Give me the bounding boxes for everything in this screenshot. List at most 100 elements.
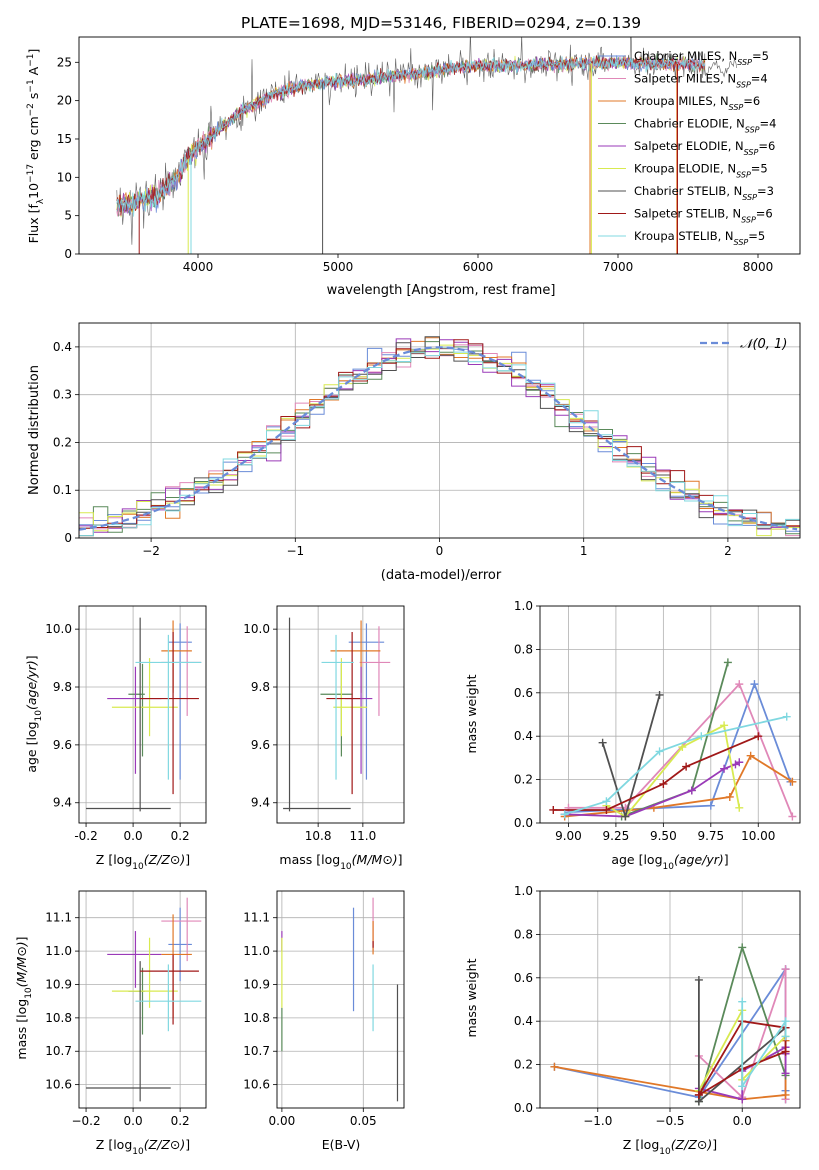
y-tick-label: 11.1	[243, 911, 270, 925]
x-tick-label: 4000	[183, 260, 214, 274]
x-tick-label: −0.5	[655, 1114, 684, 1128]
sfh-marker	[781, 1017, 790, 1026]
sfh-marker	[735, 680, 744, 689]
x-tick-label: 8000	[743, 260, 774, 274]
x-tick-label: 0.0	[124, 829, 143, 843]
y-axis-label: mass weight	[464, 674, 479, 753]
residual-histogram-kroupa_stelib	[79, 347, 800, 537]
y-tick-label: 0.4	[514, 1014, 533, 1028]
x-axis-label: wavelength [Angstrom, rest frame]	[327, 283, 556, 298]
sfh-marker	[549, 805, 558, 814]
x-tick-label: 11.0	[349, 829, 376, 843]
chart-mass_vs_ebv: 0.00 0.05 10.6 10.7 10.8 10.9 11.0 11.1 E(B-V)	[243, 890, 405, 1152]
chart-mass_vs_Z: −0.2 0.0 0.2 10.6 10.7 10.8 10.9 11.0 11.1 Z [log…	[14, 890, 207, 1157]
y-tick-label: 10.6	[45, 1078, 72, 1092]
x-tick-label: 1	[580, 544, 588, 558]
legend-entry-kroupa_stelib: Kroupa STELIB, NSSP=5	[634, 229, 765, 247]
sfh-marker	[781, 1069, 790, 1078]
sfh-marker	[746, 751, 755, 760]
y-tick-label: 10.0	[45, 622, 72, 636]
x-tick-label: −1.0	[583, 1114, 612, 1128]
sfh-marker	[738, 997, 747, 1006]
y-tick-label: 9.6	[251, 738, 270, 752]
y-tick-label: 1.0	[514, 599, 533, 613]
y-axis-label: mass [log10(M/M⊙)]	[14, 936, 34, 1059]
sfh-marker	[560, 810, 569, 819]
sfh-marker	[621, 812, 630, 821]
y-tick-label: 9.4	[251, 796, 270, 810]
sfh-marker	[697, 732, 706, 741]
y-tick-label: 0	[64, 531, 72, 545]
axes-frame	[78, 605, 207, 824]
x-axis-label: (data-model)/error	[381, 568, 502, 583]
sfh-marker	[598, 738, 607, 747]
y-tick-label: 0	[64, 247, 72, 261]
sfh-marker	[788, 777, 797, 786]
plot-area-mass_vs_ebv	[277, 891, 404, 1108]
y-tick-label: 0.0	[514, 1101, 533, 1115]
sfh-marker	[735, 758, 744, 767]
x-tick-label: 0.05	[350, 1114, 377, 1128]
x-tick-label: 0	[436, 544, 444, 558]
y-axis-label: mass weight	[464, 958, 479, 1037]
y-tick-label: 10.7	[45, 1044, 72, 1058]
x-tick-label: 9.25	[603, 829, 630, 843]
sfh-marker	[735, 803, 744, 812]
sfh-marker	[738, 943, 747, 952]
y-tick-label: 0.0	[514, 816, 533, 830]
legend-entry-salpeter_miles: Salpeter MILES, NSSP=4	[634, 72, 768, 90]
plot-area-residuals	[79, 323, 800, 538]
sfh-marker	[602, 805, 611, 814]
y-tick-label: 20	[57, 94, 72, 108]
x-tick-label: 5000	[323, 260, 354, 274]
y-axis-label: age [log10(age/yr)]	[24, 655, 44, 772]
chart-residuals: −2 −1 0 1 2 0 0.1 0.2 0.3 0.4 𝒩(0, 1) (data-model)/…	[27, 322, 801, 583]
sfh-marker	[706, 801, 715, 810]
sfh-marker	[781, 1047, 790, 1056]
y-tick-label: 10.8	[243, 1011, 270, 1025]
y-tick-label: 0.1	[53, 483, 72, 497]
axes-frame	[78, 36, 801, 255]
sfh-marker	[720, 721, 729, 730]
axes-frame	[539, 890, 801, 1109]
sfh-marker	[655, 690, 664, 699]
y-tick-label: 10.7	[243, 1044, 270, 1058]
y-tick-label: 9.8	[251, 680, 270, 694]
x-axis-label: age [log10(age/yr)]	[611, 852, 728, 872]
axes-frame	[78, 322, 801, 539]
y-tick-label: 0.2	[514, 1058, 533, 1072]
y-tick-label: 10.9	[243, 977, 270, 991]
sfh-marker	[738, 1082, 747, 1091]
y-tick-label: 10.9	[45, 977, 72, 991]
x-tick-label: 10.00	[741, 829, 775, 843]
chart-massweight_vs_age: 9.00 9.25 9.50 9.75 10.00 0.0 0.2 0.4 0.6 0.8 1.0 a…	[464, 599, 801, 872]
y-tick-label: 11.0	[243, 944, 270, 958]
axes-frame	[276, 605, 405, 824]
sfh-marker	[720, 764, 729, 773]
x-tick-label: 6000	[463, 260, 494, 274]
chart-massweight_vs_Z: −1.0 −0.5 0.0 0.0 0.2 0.4 0.6 0.8 1.0 Z [log10(Z/…	[464, 884, 801, 1157]
legend-entry-chabrier_miles: Chabrier MILES, NSSP=5	[634, 49, 769, 67]
chart-age_vs_mass: 10.8 11.0 9.4 9.6 9.8 10.0 mass [log10(M/M⊙)]	[243, 605, 405, 872]
x-tick-label: 2	[724, 544, 732, 558]
axes-frame	[78, 890, 207, 1109]
spectrum-line-kroupa_stelib	[116, 55, 706, 217]
sfh-marker	[682, 762, 691, 771]
legend-entry-chabrier_elodie: Chabrier ELODIE, NSSP=4	[634, 117, 776, 135]
legend-entry-normal: 𝒩(0, 1)	[740, 337, 787, 352]
y-tick-label: 1.0	[514, 884, 533, 898]
page-title: PLATE=1698, MJD=53146, FIBERID=0294, z=0…	[241, 14, 641, 32]
legend-entry-salpeter_stelib: Salpeter STELIB, NSSP=6	[634, 207, 773, 225]
legend-entry-chabrier_stelib: Chabrier STELIB, NSSP=3	[634, 184, 774, 202]
y-tick-label: 10.0	[243, 622, 270, 636]
sfh-marker	[687, 786, 696, 795]
y-tick-label: 0.2	[53, 435, 72, 449]
sfh-marker	[781, 1090, 790, 1099]
plot-area-age_vs_mass	[277, 606, 404, 823]
sfh-line-kroupa_stelib	[741, 1001, 787, 1090]
sfh-marker	[655, 747, 664, 756]
y-tick-label: 0.3	[53, 388, 72, 402]
y-tick-label: 0.4	[514, 729, 533, 743]
spectrum-legend: Chabrier MILES, NSSP=5 Salpeter MILES, NS…	[598, 49, 776, 247]
x-tick-label: 0.0	[733, 1114, 752, 1128]
